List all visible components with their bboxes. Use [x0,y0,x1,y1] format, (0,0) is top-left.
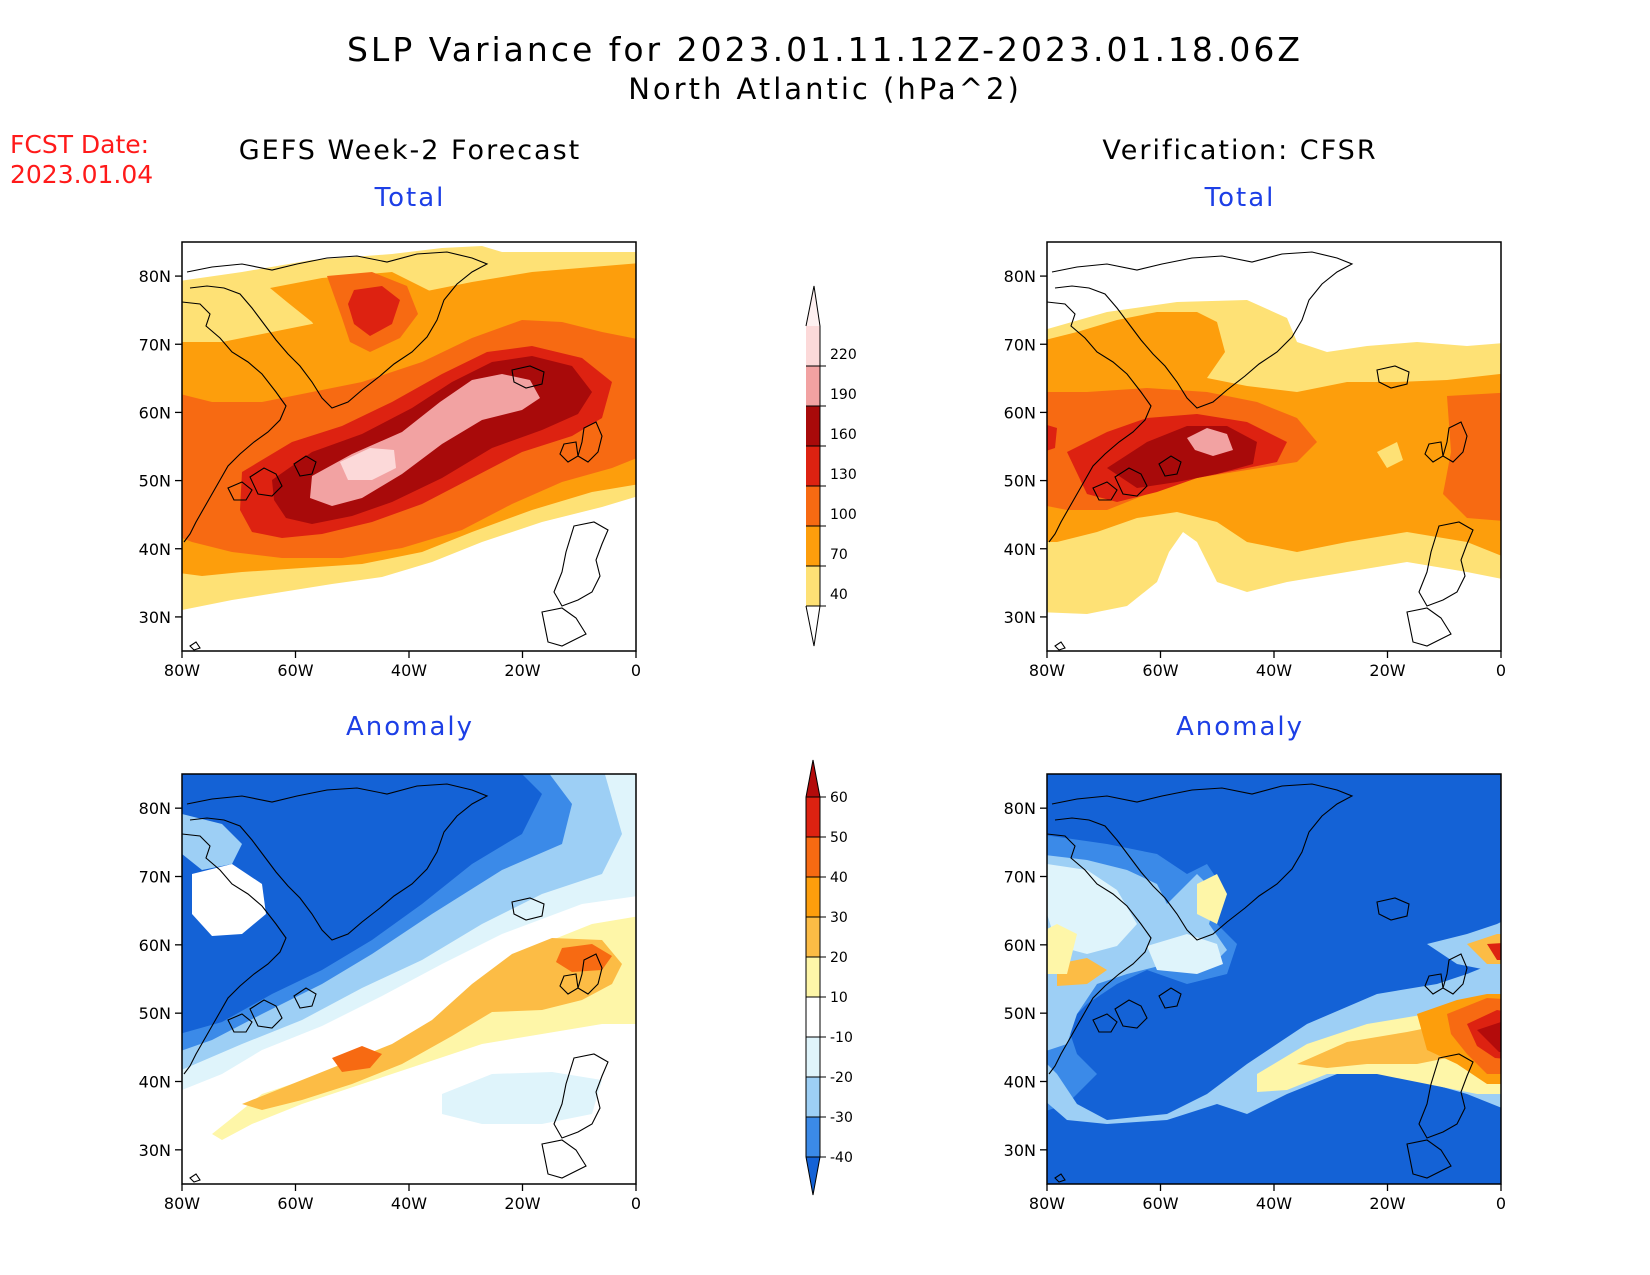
fcst-date-label: FCST Date: [10,130,150,159]
lat-tick-label: 60N [1004,936,1036,955]
colorbar-total-label: 160 [830,427,857,443]
panel-title-verif-total: Total [1204,183,1276,213]
colorbar-total-label: 220 [830,347,857,363]
lat-tick-label: 40N [1004,1073,1036,1092]
forecast-column-title: GEFS Week-2 Forecast [238,135,582,166]
lon-tick-label: 40W [391,661,427,680]
fcst-date-value: 2023.01.04 [10,160,154,189]
lat-tick-label: 40N [139,1073,171,1092]
colorbar-total-label: 70 [830,547,848,563]
map-forecast-total [182,242,636,651]
colorbar-anomaly-label: -20 [830,1070,853,1086]
lat-tick-label: 60N [139,936,171,955]
lon-tick-label: 80W [1029,661,1065,680]
colorbar-anomaly-label: 10 [830,990,848,1006]
colorbar-anomaly-top-arrow [806,760,820,797]
colorbar-anomaly-swatch [806,957,820,997]
lon-tick-label: 60W [277,1194,313,1213]
colorbar-anomaly-label: 50 [830,830,848,846]
colorbar-total-label: 100 [830,507,857,523]
lon-tick-label: 40W [1256,661,1292,680]
verification-column-title: Verification: CFSR [1102,135,1378,166]
lat-tick-label: 40N [1004,540,1036,559]
map-subtitle: North Atlantic (hPa^2) [628,72,1022,106]
lat-tick-label: 40N [139,540,171,559]
lat-tick-label: 50N [139,1004,171,1023]
colorbar-anomaly-label: 60 [830,790,848,806]
lon-tick-label: 0 [631,1194,641,1213]
colorbar-anomaly-swatch [806,837,820,877]
lat-tick-label: 80N [1004,799,1036,818]
lon-tick-label: 20W [1369,661,1405,680]
lon-tick-label: 40W [391,1194,427,1213]
colorbar-anomaly-label: -30 [830,1110,853,1126]
colorbar-anomaly-swatch [806,1037,820,1077]
colorbar-total-label: 130 [830,467,857,483]
map-verification-total [1047,242,1501,651]
colorbar-total-swatch [806,326,820,366]
lat-tick-label: 70N [1004,868,1036,887]
lat-tick-label: 60N [1004,403,1036,422]
colorbar-anomaly-bottom-arrow [806,1157,820,1195]
lon-tick-label: 80W [1029,1194,1065,1213]
lon-tick-label: 80W [164,661,200,680]
lat-tick-label: 30N [1004,1141,1036,1160]
lon-tick-label: 0 [631,661,641,680]
colorbar-total-swatch [806,486,820,526]
colorbar-total-swatch [806,526,820,566]
lon-tick-label: 80W [164,1194,200,1213]
colorbar-anomaly-label: 30 [830,910,848,926]
lon-tick-label: 60W [277,661,313,680]
colorbar-total: 220 190 160 130 100 70 40 [805,285,857,647]
lat-tick-label: 30N [139,608,171,627]
colorbar-total-swatch [806,366,820,406]
lat-tick-label: 50N [1004,1004,1036,1023]
map-forecast-anomaly [182,774,636,1184]
colorbar-anomaly-swatch [806,1117,820,1157]
lon-tick-label: 20W [1369,1194,1405,1213]
lon-tick-label: 0 [1496,661,1506,680]
colorbar-anomaly-swatch [806,877,820,917]
colorbar-total-top-cap [806,286,820,326]
lat-tick-label: 80N [139,799,171,818]
lat-tick-label: 60N [139,403,171,422]
colorbar-anomaly-label: -40 [830,1150,853,1166]
colorbar-total-swatch [806,406,820,446]
map-title: SLP Variance for 2023.01.11.12Z-2023.01.… [346,30,1304,69]
lon-tick-label: 20W [504,1194,540,1213]
colorbar-total-label: 190 [830,387,857,403]
lon-tick-label: 60W [1142,661,1178,680]
lat-tick-label: 70N [139,335,171,354]
panel-title-fcst-total: Total [374,183,446,213]
lon-tick-label: 40W [1256,1194,1292,1213]
colorbar-anomaly-swatch [806,997,820,1037]
lat-tick-label: 70N [139,868,171,887]
lat-tick-label: 30N [139,1141,171,1160]
lat-tick-label: 50N [1004,472,1036,491]
lat-tick-label: 80N [139,267,171,286]
colorbar-anomaly-swatch [806,797,820,837]
colorbar-anomaly-label: 40 [830,870,848,886]
panel-title-fcst-anomaly: Anomaly [345,712,475,742]
colorbar-anomaly-label: 20 [830,950,848,966]
colorbar-total-swatch [806,566,820,606]
colorbar-anomaly: 60 50 40 30 20 10 -10 -20 -30 -40 [805,759,853,1196]
colorbar-anomaly-swatch [806,917,820,957]
colorbar-anomaly-label: -10 [830,1030,853,1046]
lon-tick-label: 20W [504,661,540,680]
map-verification-anomaly [1047,774,1501,1184]
lat-tick-label: 70N [1004,335,1036,354]
colorbar-total-outline [805,285,821,647]
lat-tick-label: 30N [1004,608,1036,627]
colorbar-total-swatch [806,446,820,486]
lat-tick-label: 50N [139,472,171,491]
panel-title-verif-anomaly: Anomaly [1175,712,1305,742]
lon-tick-label: 0 [1496,1194,1506,1213]
lat-tick-label: 80N [1004,267,1036,286]
colorbar-total-label: 40 [830,587,848,603]
lon-tick-label: 60W [1142,1194,1178,1213]
colorbar-anomaly-swatch [806,1077,820,1117]
